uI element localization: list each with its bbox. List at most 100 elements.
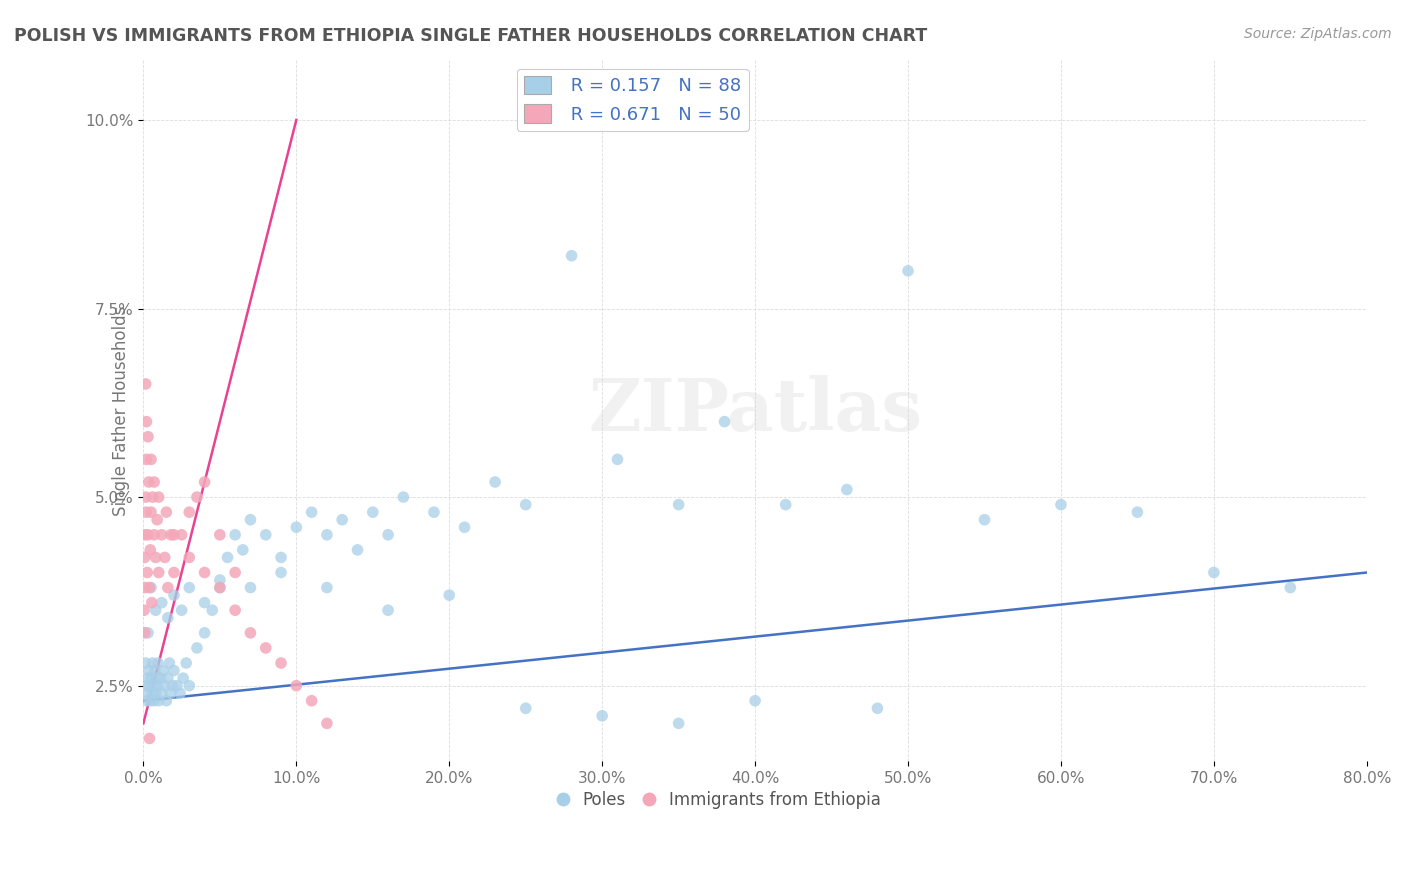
- Point: [301, 694, 323, 708]
- Point: [713, 415, 735, 429]
- Legend: Poles, Immigrants from Ethiopia: Poles, Immigrants from Ethiopia: [550, 785, 887, 816]
- Point: [239, 625, 262, 640]
- Point: [155, 505, 177, 519]
- Point: [139, 581, 162, 595]
- Point: [145, 686, 167, 700]
- Point: [138, 475, 160, 489]
- Point: [208, 581, 231, 595]
- Point: [193, 475, 215, 489]
- Point: [135, 376, 157, 391]
- Point: [217, 550, 239, 565]
- Point: [208, 573, 231, 587]
- Point: [160, 686, 183, 700]
- Point: [141, 686, 163, 700]
- Point: [346, 542, 368, 557]
- Point: [134, 550, 156, 565]
- Point: [897, 264, 920, 278]
- Point: [484, 475, 506, 489]
- Point: [135, 452, 157, 467]
- Point: [135, 694, 157, 708]
- Point: [146, 679, 169, 693]
- Point: [1202, 566, 1225, 580]
- Point: [139, 694, 162, 708]
- Point: [139, 671, 162, 685]
- Point: [1279, 581, 1302, 595]
- Point: [270, 550, 292, 565]
- Text: Source: ZipAtlas.com: Source: ZipAtlas.com: [1244, 27, 1392, 41]
- Point: [143, 528, 166, 542]
- Point: [152, 664, 174, 678]
- Point: [148, 694, 170, 708]
- Point: [361, 505, 384, 519]
- Point: [150, 686, 173, 700]
- Point: [134, 581, 156, 595]
- Point: [170, 528, 193, 542]
- Point: [193, 625, 215, 640]
- Point: [606, 452, 628, 467]
- Point: [134, 528, 156, 542]
- Point: [156, 671, 179, 685]
- Point: [148, 566, 170, 580]
- Point: [146, 513, 169, 527]
- Point: [135, 415, 157, 429]
- Point: [316, 528, 339, 542]
- Point: [208, 528, 231, 542]
- Point: [163, 528, 186, 542]
- Point: [224, 528, 246, 542]
- Point: [136, 566, 159, 580]
- Point: [232, 542, 254, 557]
- Point: [170, 603, 193, 617]
- Point: [285, 520, 308, 534]
- Point: [143, 475, 166, 489]
- Point: [163, 664, 186, 678]
- Point: [193, 596, 215, 610]
- Point: [423, 505, 446, 519]
- Point: [155, 694, 177, 708]
- Point: [377, 528, 399, 542]
- Point: [377, 603, 399, 617]
- Point: [145, 550, 167, 565]
- Point: [254, 640, 277, 655]
- Text: POLISH VS IMMIGRANTS FROM ETHIOPIA SINGLE FATHER HOUSEHOLDS CORRELATION CHART: POLISH VS IMMIGRANTS FROM ETHIOPIA SINGL…: [14, 27, 928, 45]
- Point: [136, 625, 159, 640]
- Point: [149, 671, 172, 685]
- Point: [179, 550, 201, 565]
- Point: [591, 708, 613, 723]
- Point: [668, 498, 690, 512]
- Point: [135, 505, 157, 519]
- Point: [143, 694, 166, 708]
- Point: [285, 679, 308, 693]
- Point: [1126, 505, 1149, 519]
- Point: [156, 611, 179, 625]
- Point: [239, 581, 262, 595]
- Point: [193, 566, 215, 580]
- Point: [150, 528, 173, 542]
- Point: [153, 679, 176, 693]
- Point: [163, 588, 186, 602]
- Point: [239, 513, 262, 527]
- Point: [160, 528, 183, 542]
- Point: [330, 513, 353, 527]
- Point: [145, 603, 167, 617]
- Point: [186, 490, 208, 504]
- Point: [835, 483, 858, 497]
- Point: [166, 679, 188, 693]
- Point: [668, 716, 690, 731]
- Point: [138, 581, 160, 595]
- Point: [162, 679, 184, 693]
- Point: [1050, 498, 1073, 512]
- Point: [179, 505, 201, 519]
- Point: [145, 671, 167, 685]
- Point: [136, 528, 159, 542]
- Point: [142, 490, 165, 504]
- Point: [136, 430, 159, 444]
- Point: [139, 505, 162, 519]
- Point: [179, 581, 201, 595]
- Point: [142, 656, 165, 670]
- Point: [156, 581, 179, 595]
- Point: [146, 656, 169, 670]
- Point: [453, 520, 475, 534]
- Point: [515, 701, 537, 715]
- Point: [136, 686, 159, 700]
- Point: [139, 452, 162, 467]
